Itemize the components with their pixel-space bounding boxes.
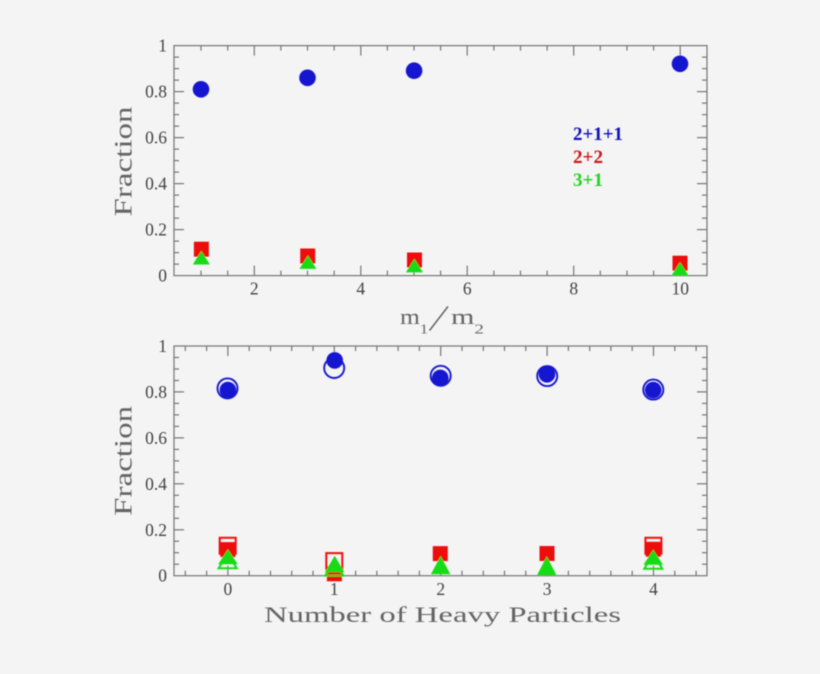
svg-text:8: 8 bbox=[569, 279, 578, 299]
svg-text:0: 0 bbox=[158, 266, 167, 286]
svg-text:1: 1 bbox=[158, 336, 167, 356]
svg-text:1: 1 bbox=[330, 579, 339, 599]
svg-text:0.2: 0.2 bbox=[145, 520, 167, 540]
svg-text:Fraction: Fraction bbox=[109, 106, 138, 216]
svg-text:2+1+1: 2+1+1 bbox=[573, 124, 623, 145]
svg-text:1: 1 bbox=[158, 36, 167, 56]
svg-text:6: 6 bbox=[463, 279, 472, 299]
svg-text:Number of Heavy Particles: Number of Heavy Particles bbox=[264, 602, 621, 627]
svg-text:0: 0 bbox=[224, 579, 233, 599]
svg-text:0.6: 0.6 bbox=[145, 128, 167, 148]
svg-text:0.8: 0.8 bbox=[145, 82, 167, 102]
svg-text:10: 10 bbox=[671, 279, 689, 299]
svg-text:0.6: 0.6 bbox=[145, 428, 167, 448]
svg-text:2+2: 2+2 bbox=[573, 147, 603, 168]
svg-text:2: 2 bbox=[436, 579, 445, 599]
svg-text:0.4: 0.4 bbox=[145, 474, 167, 494]
svg-text:Fraction: Fraction bbox=[109, 406, 138, 516]
svg-text:0.2: 0.2 bbox=[145, 220, 167, 240]
svg-text:0: 0 bbox=[158, 566, 167, 586]
svg-text:4: 4 bbox=[649, 579, 658, 599]
svg-text:0.4: 0.4 bbox=[145, 174, 167, 194]
svg-text:3: 3 bbox=[543, 579, 552, 599]
svg-text:4: 4 bbox=[356, 279, 365, 299]
svg-text:2: 2 bbox=[250, 279, 259, 299]
svg-text:3+1: 3+1 bbox=[573, 170, 603, 191]
svg-text:0.8: 0.8 bbox=[145, 382, 167, 402]
